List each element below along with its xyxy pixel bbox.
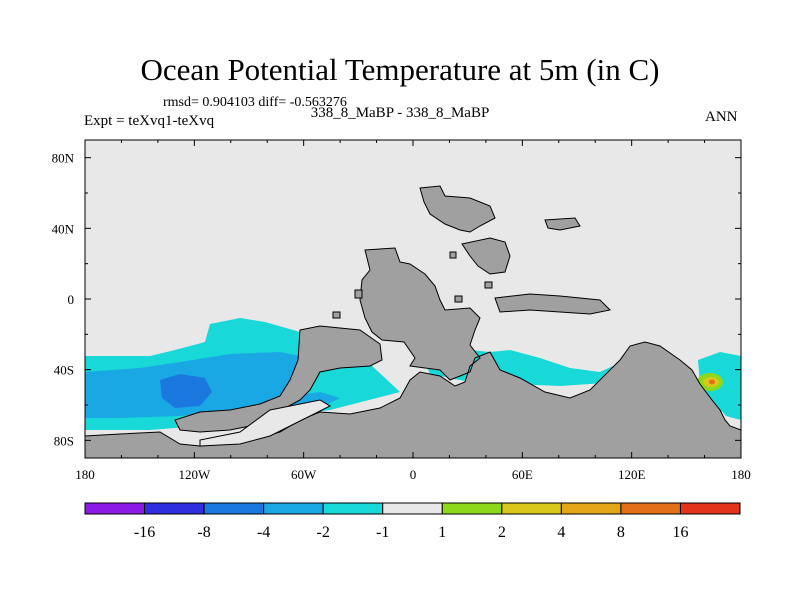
colorbar-swatch <box>560 502 622 515</box>
colorbar: -16 -8 -4 -2 -1 1 2 4 8 16 <box>84 502 741 541</box>
case-text: 338_8_MaBP - 338_8_MaBP <box>310 105 490 121</box>
colorbar-label: 8 <box>617 524 625 541</box>
colorbar-swatch <box>263 502 324 515</box>
colorbar-label: 16 <box>672 524 688 541</box>
colorbar-swatch <box>144 502 205 515</box>
land-north-landmass <box>419 185 496 233</box>
anomaly-region-orange <box>709 379 715 385</box>
x-tick-label: 180 <box>731 467 751 482</box>
land-ice-shelf <box>199 399 332 447</box>
colorbar-label: 4 <box>557 524 565 541</box>
y-tick-label: 80S <box>54 433 74 448</box>
land-island-3 <box>449 251 457 259</box>
colorbar-swatch <box>84 502 146 515</box>
colorbar-label: 2 <box>498 524 506 541</box>
x-tick-label: 0 <box>410 467 417 482</box>
land-island-4 <box>484 281 493 289</box>
colorbar-label: -8 <box>197 524 210 541</box>
colorbar-swatch <box>501 502 562 515</box>
season-label: ANN <box>705 109 738 125</box>
stats-text: rmsd= 0.904103 diff= -0.563276 <box>163 95 347 110</box>
y-tick-label: 40N <box>52 221 75 236</box>
colorbar-swatch <box>382 502 443 515</box>
land-masses <box>84 185 742 459</box>
expt-text: Expt = teXvq1-teXvq <box>84 113 215 129</box>
anomaly-region-blue <box>160 374 212 408</box>
y-tick-label: 80N <box>52 151 75 166</box>
land-east-asia <box>544 217 581 231</box>
chart-title: Ocean Potential Temperature at 5m (in C) <box>140 52 660 87</box>
land-island-1 <box>354 289 363 299</box>
y-axis: 80N 40N 0 40S 80S <box>52 151 741 448</box>
x-axis: 180 120W 60W 0 60E 120E 180 <box>75 140 751 482</box>
colorbar-label: -16 <box>134 524 155 541</box>
colorbar-label: -1 <box>376 524 389 541</box>
x-tick-label: 60W <box>291 467 317 482</box>
land-island-5 <box>454 295 463 303</box>
y-tick-label: 40S <box>54 363 74 378</box>
colorbar-swatch <box>441 502 503 515</box>
colorbar-swatch <box>679 502 741 515</box>
x-tick-label: 180 <box>75 467 95 482</box>
colorbar-label: 1 <box>438 524 446 541</box>
colorbar-swatch <box>322 502 384 515</box>
colorbar-swatch <box>620 502 681 515</box>
x-tick-label: 60E <box>512 467 533 482</box>
land-middle-east <box>461 237 511 275</box>
y-tick-label: 0 <box>68 292 75 307</box>
colorbar-label: -2 <box>317 524 330 541</box>
colorbar-swatch <box>203 502 265 515</box>
x-tick-label: 120W <box>178 467 211 482</box>
x-tick-label: 120E <box>618 467 646 482</box>
colorbar-label: -4 <box>257 524 270 541</box>
land-asia-peninsula <box>494 293 612 315</box>
land-island-2 <box>332 311 341 319</box>
